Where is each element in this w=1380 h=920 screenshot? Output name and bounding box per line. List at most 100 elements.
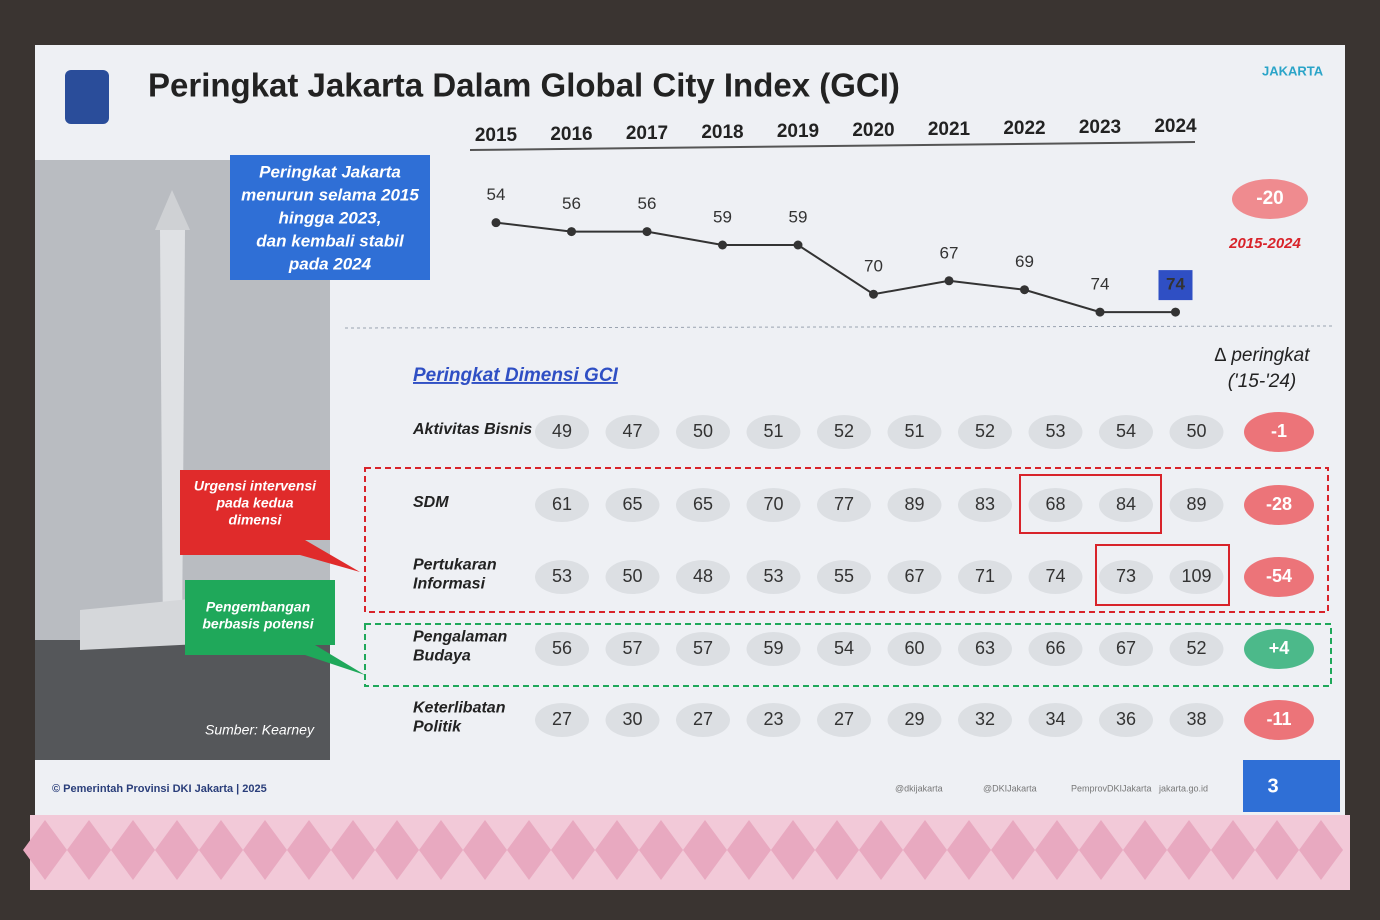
cell-value: 89 bbox=[904, 494, 924, 514]
band-motif bbox=[375, 820, 419, 880]
band-motif bbox=[815, 820, 859, 880]
band-motif bbox=[1079, 820, 1123, 880]
cell-pill bbox=[535, 632, 589, 666]
title: Peringkat Jakarta Dalam Global City Inde… bbox=[148, 67, 900, 104]
band-motif bbox=[639, 820, 683, 880]
change-period: 2015-2024 bbox=[1228, 235, 1301, 252]
cell-pill bbox=[958, 632, 1012, 666]
point bbox=[567, 227, 576, 237]
cell-value: 71 bbox=[975, 566, 995, 586]
cell-pill bbox=[958, 415, 1012, 449]
band-motif bbox=[947, 820, 991, 880]
cell-value: 23 bbox=[763, 709, 783, 729]
source: Sumber: Kearney bbox=[205, 722, 315, 738]
red-note: dimensi bbox=[229, 512, 283, 528]
cell-value: 60 bbox=[904, 638, 924, 658]
band-motif bbox=[551, 820, 595, 880]
cell-value: 63 bbox=[975, 638, 995, 658]
cell-pill bbox=[1028, 415, 1083, 449]
cell-value: 50 bbox=[622, 566, 642, 586]
cell-pill bbox=[817, 703, 871, 737]
band-motif bbox=[23, 820, 67, 880]
year-label: 2023 bbox=[1079, 117, 1121, 138]
cell-value: 56 bbox=[552, 638, 572, 658]
callout-text: Peringkat Jakarta bbox=[259, 162, 401, 181]
data-label: 67 bbox=[940, 243, 959, 262]
band-motif bbox=[331, 820, 375, 880]
change-badge bbox=[1232, 179, 1308, 219]
change-value: -20 bbox=[1256, 188, 1283, 209]
cell-pill bbox=[1099, 488, 1153, 522]
cell-pill bbox=[605, 488, 660, 522]
row-label: SDM bbox=[413, 494, 449, 511]
data-label: 54 bbox=[487, 185, 506, 204]
cell-value: 65 bbox=[622, 494, 642, 514]
highlight-box bbox=[1019, 474, 1162, 534]
cell-value: 27 bbox=[552, 709, 572, 729]
highlight-box bbox=[1095, 544, 1230, 606]
year-label: 2017 bbox=[626, 123, 668, 144]
red-note-box bbox=[180, 470, 360, 572]
year-label: 2020 bbox=[852, 120, 894, 141]
delta-value: -28 bbox=[1266, 494, 1292, 514]
green-note: Pengembangan bbox=[206, 599, 310, 615]
cell-value: 54 bbox=[1116, 421, 1136, 441]
point bbox=[793, 240, 803, 250]
band-motif bbox=[771, 820, 815, 880]
cell-pill bbox=[817, 488, 871, 522]
delta-header: ∆ peringkat bbox=[1214, 345, 1310, 366]
cell-value: 74 bbox=[1045, 566, 1065, 586]
delta-pill bbox=[1244, 412, 1314, 452]
band-motif bbox=[859, 820, 903, 880]
cell-pill bbox=[887, 415, 942, 449]
cell-value: 57 bbox=[622, 638, 642, 658]
band-motif bbox=[507, 820, 551, 880]
cell-pill bbox=[605, 632, 660, 666]
cell-value: 51 bbox=[904, 421, 924, 441]
cell-pill bbox=[817, 632, 871, 666]
band-motif bbox=[463, 820, 507, 880]
cell-value: 27 bbox=[834, 709, 854, 729]
logo-text: JAKARTA bbox=[1262, 63, 1324, 78]
row-label: Budaya bbox=[413, 648, 471, 665]
cell-pill bbox=[676, 560, 730, 594]
cell-pill bbox=[1169, 415, 1224, 449]
band-motif bbox=[991, 820, 1035, 880]
cell-pill bbox=[887, 632, 942, 666]
delta-pill bbox=[1244, 485, 1314, 525]
cell-value: 34 bbox=[1045, 709, 1065, 729]
cell-value: 52 bbox=[975, 421, 995, 441]
data-label: 69 bbox=[1015, 252, 1034, 271]
cell-pill bbox=[817, 560, 871, 594]
cell-pill bbox=[1169, 560, 1224, 594]
callout-box bbox=[230, 155, 430, 280]
green-note: berbasis potensi bbox=[202, 616, 314, 632]
data-label: 74 bbox=[1091, 275, 1110, 294]
point bbox=[944, 276, 954, 286]
band-motif bbox=[199, 820, 243, 880]
delta-value: -1 bbox=[1271, 421, 1287, 441]
cell-pill bbox=[535, 415, 589, 449]
table-title: Peringkat Dimensi GCI bbox=[413, 365, 619, 386]
cell-value: 61 bbox=[552, 494, 572, 514]
cell-value: 67 bbox=[1116, 638, 1136, 658]
social-handle: jakarta.go.id bbox=[1158, 783, 1208, 793]
photo-garden bbox=[35, 640, 330, 760]
cell-pill bbox=[605, 415, 660, 449]
point bbox=[1095, 307, 1105, 317]
page-box bbox=[1243, 760, 1340, 812]
cell-pill bbox=[887, 703, 942, 737]
point bbox=[718, 240, 727, 250]
year-label: 2021 bbox=[928, 119, 971, 140]
point bbox=[642, 227, 652, 237]
cell-value: 53 bbox=[763, 566, 783, 586]
cell-value: 49 bbox=[552, 421, 572, 441]
callout-text: pada 2024 bbox=[288, 254, 372, 273]
cell-pill bbox=[535, 703, 589, 737]
cell-value: 50 bbox=[1186, 421, 1206, 441]
cell-value: 50 bbox=[693, 421, 713, 441]
cell-pill bbox=[1099, 703, 1153, 737]
band-motif bbox=[111, 820, 155, 880]
cell-pill bbox=[746, 415, 801, 449]
cell-value: 52 bbox=[834, 421, 854, 441]
